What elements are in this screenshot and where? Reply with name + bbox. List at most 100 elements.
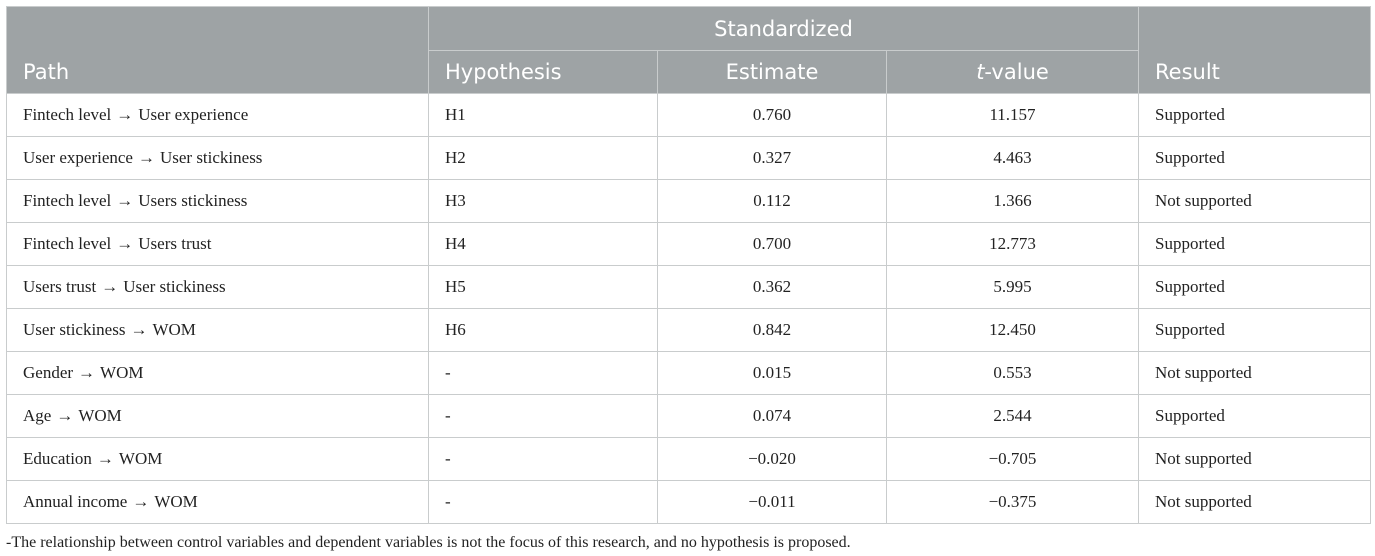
hypothesis-cell: H1 <box>428 93 658 137</box>
path-cell: Fintech level → Users trust <box>6 222 429 266</box>
estimate-cell: −0.011 <box>657 480 887 524</box>
table-row: Fintech level → Users trust H4 0.700 12.773 Su… <box>6 222 1371 266</box>
hypothesis-cell: - <box>428 437 658 481</box>
path-from: Users trust <box>23 277 97 296</box>
header-hypothesis: Hypothesis <box>428 50 658 94</box>
path-cell: Fintech level → Users stickiness <box>6 179 429 223</box>
result-cell: Supported <box>1138 394 1371 438</box>
t-value-cell: 12.773 <box>886 222 1139 266</box>
path-cell: Fintech level → User experience <box>6 93 429 137</box>
path-to: WOM <box>100 363 144 382</box>
hypothesis-cell: H2 <box>428 136 658 180</box>
result-cell: Not supported <box>1138 351 1371 395</box>
t-value-cell: 2.544 <box>886 394 1139 438</box>
result-cell: Supported <box>1138 93 1371 137</box>
estimate-cell: 0.112 <box>657 179 887 223</box>
path-from: Annual income <box>23 492 128 511</box>
table-row: Fintech level → User experience H1 0.760 11.1… <box>6 93 1371 137</box>
table-row: Annual income → WOM - −0.011 −0.375 Not suppor… <box>6 480 1371 524</box>
hypothesis-cell: - <box>428 394 658 438</box>
t-value-cell: 0.553 <box>886 351 1139 395</box>
path-to: WOM <box>152 320 196 339</box>
table-row: Fintech level → Users stickiness H3 0.112 1.3… <box>6 179 1371 223</box>
path-cell: User stickiness → WOM <box>6 308 429 352</box>
hypothesis-cell: H6 <box>428 308 658 352</box>
t-value-cell: 12.450 <box>886 308 1139 352</box>
result-cell: Supported <box>1138 136 1371 180</box>
t-value-cell: 1.366 <box>886 179 1139 223</box>
path-cell: User experience → User stickiness <box>6 136 429 180</box>
path-from: Fintech level <box>23 105 112 124</box>
header-t-value: t-value <box>886 50 1139 94</box>
table-header: Path Standardized Result Hypothesis Esti… <box>6 6 1371 94</box>
path-to: User experience <box>138 105 249 124</box>
estimate-cell: 0.074 <box>657 394 887 438</box>
arrow-icon: → <box>132 492 150 511</box>
t-value-cell: 5.995 <box>886 265 1139 309</box>
path-from: User experience <box>23 148 133 167</box>
table-row: Education → WOM - −0.020 −0.705 Not supported <box>6 437 1371 481</box>
path-from: Education <box>23 449 92 468</box>
estimate-cell: 0.700 <box>657 222 887 266</box>
arrow-icon: → <box>56 406 74 425</box>
path-cell: Users trust → User stickiness <box>6 265 429 309</box>
path-cell: Gender → WOM <box>6 351 429 395</box>
path-to: WOM <box>118 449 163 468</box>
arrow-icon: → <box>78 363 96 382</box>
t-value-cell: −0.375 <box>886 480 1139 524</box>
result-cell: Supported <box>1138 308 1371 352</box>
estimate-cell: 0.760 <box>657 93 887 137</box>
result-cell: Not supported <box>1138 480 1371 524</box>
path-to: WOM <box>78 406 122 425</box>
header-result: Result <box>1138 6 1371 94</box>
result-cell: Supported <box>1138 265 1371 309</box>
result-cell: Supported <box>1138 222 1371 266</box>
t-value-cell: 11.157 <box>886 93 1139 137</box>
results-table: Path Standardized Result Hypothesis Esti… <box>6 6 1371 524</box>
path-from: Fintech level <box>23 191 112 210</box>
header-path: Path <box>6 6 429 94</box>
path-to: Users stickiness <box>138 191 248 210</box>
estimate-cell: 0.842 <box>657 308 887 352</box>
header-t-suffix: -value <box>984 60 1049 84</box>
path-from: Fintech level <box>23 234 112 253</box>
path-from: Age <box>23 406 52 425</box>
path-cell: Education → WOM <box>6 437 429 481</box>
arrow-icon: → <box>101 277 119 296</box>
arrow-icon: → <box>116 191 134 210</box>
path-to: User stickiness <box>123 277 226 296</box>
hypothesis-cell: - <box>428 351 658 395</box>
table-footnote: -The relationship between control variab… <box>6 534 851 551</box>
hypothesis-cell: - <box>428 480 658 524</box>
header-estimate: Estimate <box>657 50 887 94</box>
arrow-icon: → <box>130 320 148 339</box>
path-to: Users trust <box>138 234 212 253</box>
header-standardized: Standardized <box>428 6 1139 51</box>
hypothesis-cell: H4 <box>428 222 658 266</box>
path-to: User stickiness <box>159 148 263 167</box>
result-cell: Not supported <box>1138 179 1371 223</box>
result-cell: Not supported <box>1138 437 1371 481</box>
hypothesis-cell: H3 <box>428 179 658 223</box>
table-row: User experience → User stickiness H2 0.327 4.… <box>6 136 1371 180</box>
table-row: Age → WOM -0.074 2.544 Supported <box>6 394 1371 438</box>
arrow-icon: → <box>96 449 114 468</box>
estimate-cell: 0.327 <box>657 136 887 180</box>
path-from: User stickiness <box>23 320 126 339</box>
header-t-italic: t <box>976 60 985 84</box>
table-body: Fintech level → User experience H1 0.760 11.1… <box>6 93 1371 524</box>
table-row: Gender → WOM -0.015 0.553 Not supported <box>6 351 1371 395</box>
path-to: WOM <box>154 492 198 511</box>
path-from: Gender <box>23 363 74 382</box>
arrow-icon: → <box>137 148 155 167</box>
arrow-icon: → <box>116 105 134 124</box>
estimate-cell: 0.362 <box>657 265 887 309</box>
path-cell: Annual income → WOM <box>6 480 429 524</box>
t-value-cell: 4.463 <box>886 136 1139 180</box>
estimate-cell: 0.015 <box>657 351 887 395</box>
t-value-cell: −0.705 <box>886 437 1139 481</box>
estimate-cell: −0.020 <box>657 437 887 481</box>
table-row: Users trust → User stickiness H5 0.362 5.995 S… <box>6 265 1371 309</box>
path-cell: Age → WOM <box>6 394 429 438</box>
arrow-icon: → <box>116 234 134 253</box>
